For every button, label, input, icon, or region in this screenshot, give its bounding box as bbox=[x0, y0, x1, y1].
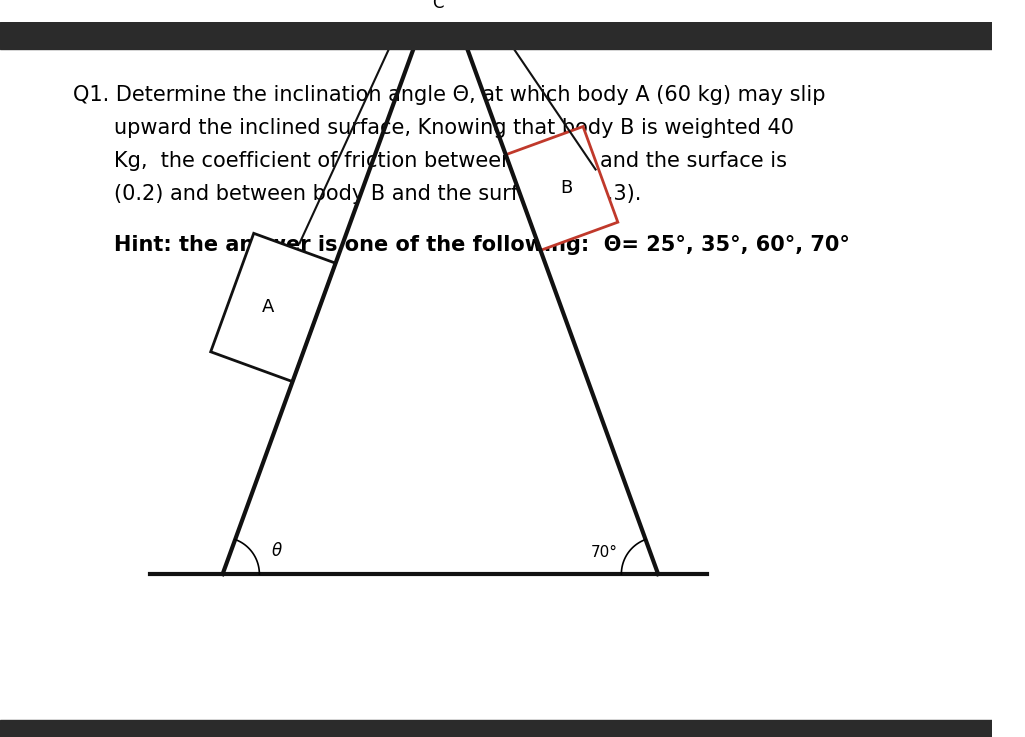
Polygon shape bbox=[211, 234, 335, 382]
Text: B: B bbox=[561, 179, 573, 198]
Bar bbox=[0, 22, 992, 49]
Text: Q1. Determine the inclination angle Θ, at which body A (60 kg) may slip: Q1. Determine the inclination angle Θ, a… bbox=[73, 85, 825, 105]
Text: Hint: the answer is one of the following:  Θ= 25°, 35°, 60°, 70°: Hint: the answer is one of the following… bbox=[114, 235, 850, 255]
Text: upward the inclined surface, Knowing that body B is weighted 40: upward the inclined surface, Knowing tha… bbox=[114, 119, 794, 139]
Text: $\theta$: $\theta$ bbox=[271, 542, 283, 559]
Text: 70°: 70° bbox=[590, 545, 617, 559]
Bar bbox=[0, 719, 992, 737]
Text: Kg,  the coefficient of friction between body A and the surface is: Kg, the coefficient of friction between … bbox=[114, 151, 787, 172]
Text: A: A bbox=[262, 298, 275, 316]
Text: (0.2) and between body B and the surface is (0.3).: (0.2) and between body B and the surface… bbox=[114, 184, 642, 204]
Text: C: C bbox=[432, 0, 443, 13]
Polygon shape bbox=[505, 127, 618, 251]
